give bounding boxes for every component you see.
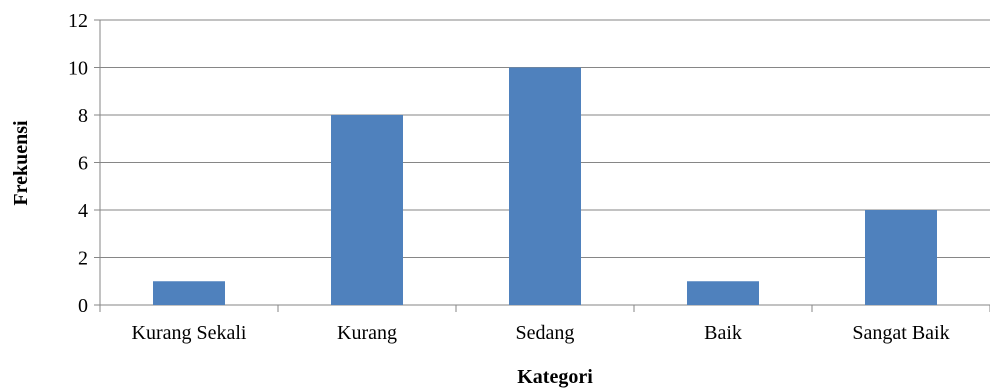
x-tick-labels: Kurang Sekali Kurang Sedang Baik Sangat Baik <box>132 322 950 344</box>
y-tick-label: 12 <box>68 10 88 32</box>
y-tick-label: 8 <box>78 105 88 127</box>
bar-kurang-sekali <box>153 281 225 305</box>
x-tick-label: Sangat Baik <box>852 322 949 344</box>
x-tick-label: Sedang <box>516 322 575 344</box>
bar-sangat-baik <box>865 210 937 305</box>
x-axis-title: Kategori <box>517 366 593 388</box>
bar-sedang <box>509 67 581 305</box>
bars <box>153 67 937 305</box>
y-tick-label: 6 <box>78 153 88 175</box>
y-tick-label: 0 <box>78 295 88 317</box>
y-tick-label: 2 <box>78 248 88 270</box>
x-tick-label: Kurang <box>337 322 397 344</box>
bar-baik <box>687 281 759 305</box>
bar-kurang <box>331 115 403 305</box>
x-tick-label: Baik <box>704 322 742 344</box>
y-axis-title: Frekuensi <box>10 120 32 206</box>
y-tick-label: 4 <box>78 200 88 222</box>
x-tick-label: Kurang Sekali <box>132 322 247 344</box>
y-tick-labels: 0 2 4 6 8 10 12 <box>68 10 88 317</box>
y-tick-label: 10 <box>68 58 88 80</box>
